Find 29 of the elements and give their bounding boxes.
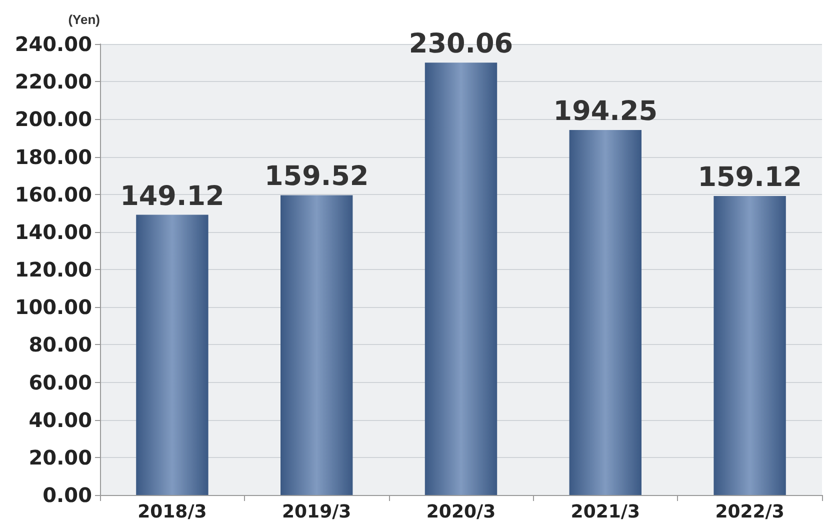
x-tick-label: 2022/3 xyxy=(715,502,784,522)
data-label: 149.12 xyxy=(120,180,224,212)
y-tick-label: 160.00 xyxy=(14,182,92,206)
data-label: 194.25 xyxy=(553,96,658,127)
bar xyxy=(424,62,498,495)
bar xyxy=(136,214,208,495)
x-tick-label: 2019/3 xyxy=(282,502,352,522)
y-tick-label: 80.00 xyxy=(28,332,92,357)
y-tick-label: 120.00 xyxy=(14,258,92,282)
y-tick-label: 200.00 xyxy=(14,107,92,132)
bar xyxy=(280,195,353,495)
y-tick-label: 180.00 xyxy=(14,144,92,169)
y-tick-label: 20.00 xyxy=(28,445,92,470)
y-axis-title: (Yen) xyxy=(68,12,100,27)
x-tick-label: 2018/3 xyxy=(138,502,207,522)
y-tick-label: 40.00 xyxy=(28,408,92,432)
bar xyxy=(569,130,642,495)
y-tick-label: 0.00 xyxy=(42,483,92,507)
x-tick-label: 2020/3 xyxy=(426,502,496,522)
y-tick-label: 220.00 xyxy=(14,70,92,94)
y-tick-label: 60.00 xyxy=(28,370,92,394)
y-tick-label: 140.00 xyxy=(14,220,92,244)
bar xyxy=(714,196,786,495)
y-tick-label: 100.00 xyxy=(14,295,92,320)
x-tick-label: 2021/3 xyxy=(570,502,640,522)
data-label: 159.52 xyxy=(264,161,369,192)
data-label: 230.06 xyxy=(408,28,514,60)
y-tick-label: 240.00 xyxy=(14,32,92,56)
data-label: 159.12 xyxy=(698,162,802,193)
